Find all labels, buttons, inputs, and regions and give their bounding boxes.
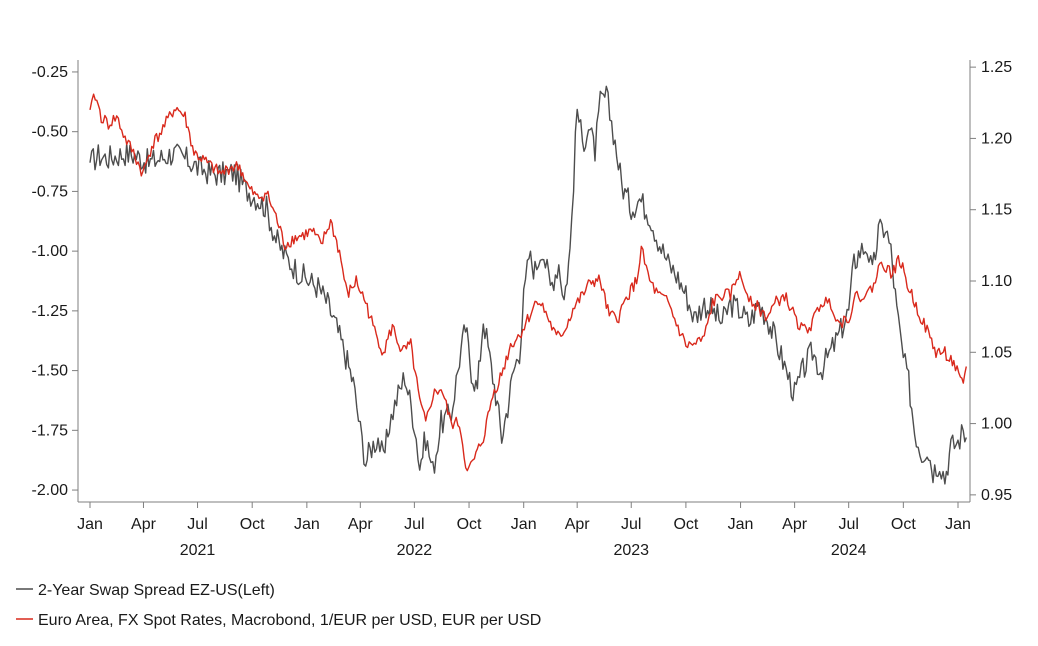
x-tick-label: Oct (457, 516, 482, 533)
year-label: 2021 (180, 542, 216, 559)
left-tick-label: -1.50 (32, 363, 69, 380)
left-tick-label: -0.50 (32, 124, 69, 141)
x-tick-label: Jul (621, 516, 641, 533)
right-tick-label: 1.10 (981, 273, 1012, 290)
x-tick-label: Oct (240, 516, 265, 533)
x-tick-label: Apr (782, 516, 808, 533)
plot-area (89, 85, 967, 485)
series-line-swap-spread (89, 85, 967, 485)
legend-label-fx-spot: Euro Area, FX Spot Rates, Macrobond, 1/E… (38, 612, 541, 629)
year-label: 2022 (397, 542, 433, 559)
x-tick-label: Apr (131, 516, 157, 533)
axes: -0.25 -0.50 -0.75 -1.00 -1.25 -1.50 -1.75 -2.00… (32, 59, 1013, 559)
right-tick-label: 1.05 (981, 344, 1012, 361)
right-tick-label: 1.15 (981, 202, 1012, 219)
left-tick-label: -1.25 (32, 303, 69, 320)
left-tick-label: -0.75 (32, 183, 69, 200)
x-tick-label: Jul (838, 516, 858, 533)
left-tick-label: -0.25 (32, 64, 69, 81)
x-tick-label: Jul (404, 516, 424, 533)
legend-label-swap-spread: 2-Year Swap Spread EZ-US(Left) (38, 582, 275, 599)
right-tick-label: 1.25 (981, 59, 1012, 76)
series-line-fx-spot (89, 93, 967, 472)
left-tick-label: -1.00 (32, 243, 69, 260)
x-tick-label: Oct (673, 516, 698, 533)
x-tick-label: Apr (348, 516, 374, 533)
x-tick-label: Jul (187, 516, 207, 533)
right-tick-label: 0.95 (981, 487, 1012, 504)
legend: 2-Year Swap Spread EZ-US(Left) Euro Area… (16, 582, 541, 629)
x-tick-label: Apr (565, 516, 591, 533)
x-tick-label: Jan (77, 516, 103, 533)
year-label: 2024 (831, 542, 867, 559)
x-tick-label: Oct (891, 516, 916, 533)
x-tick-label: Jan (945, 516, 971, 533)
x-tick-label: Jan (294, 516, 320, 533)
right-tick-label: 1.00 (981, 416, 1012, 433)
left-tick-label: -1.75 (32, 422, 69, 439)
x-tick-label: Jan (511, 516, 537, 533)
year-label: 2023 (613, 542, 649, 559)
right-tick-label: 1.20 (981, 130, 1012, 147)
x-tick-label: Jan (728, 516, 754, 533)
left-tick-label: -2.00 (32, 482, 69, 499)
